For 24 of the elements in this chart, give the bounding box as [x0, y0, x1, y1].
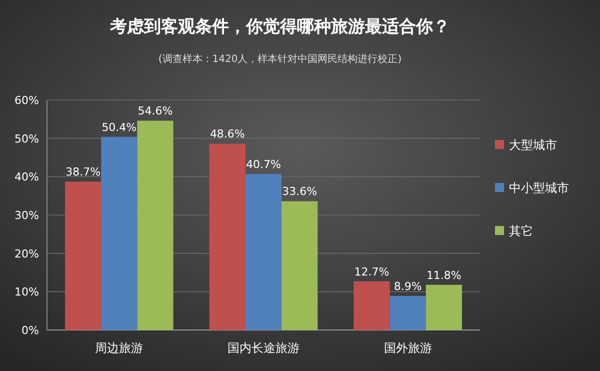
- data-label: 33.6%: [282, 185, 318, 198]
- y-tick-label: 20%: [14, 247, 39, 260]
- data-label: 11.8%: [426, 268, 462, 282]
- y-tick-label: 10%: [14, 286, 39, 299]
- data-label: 8.9%: [394, 280, 422, 293]
- data-label: 50.4%: [102, 120, 137, 134]
- y-tick-label: 60%: [14, 94, 39, 107]
- data-label: 40.7%: [246, 158, 281, 171]
- x-tick-label: 国外旅游: [384, 341, 432, 355]
- data-label: 48.6%: [210, 128, 245, 141]
- y-tick-label: 40%: [14, 170, 39, 184]
- chart-title: 考虑到客观条件，你觉得哪种旅游最适合你？: [109, 17, 450, 37]
- data-label: 12.7%: [354, 265, 390, 278]
- data-label: 54.6%: [138, 104, 173, 118]
- x-tick-label: 国内长途旅游: [228, 341, 300, 355]
- legend-label: 大型城市: [509, 138, 557, 152]
- chart-subtitle: (调查样本：1420人，样本针对中国网民结构进行校正): [158, 53, 402, 65]
- legend-label: 中小型城市: [509, 181, 569, 195]
- data-label: 38.7%: [66, 166, 101, 179]
- x-tick-label: 周边旅游: [95, 341, 144, 355]
- legend-label: 其它: [509, 224, 533, 238]
- y-tick-label: 30%: [14, 209, 39, 222]
- y-tick-label: 0%: [22, 324, 39, 337]
- y-tick-label: 50%: [14, 132, 39, 146]
